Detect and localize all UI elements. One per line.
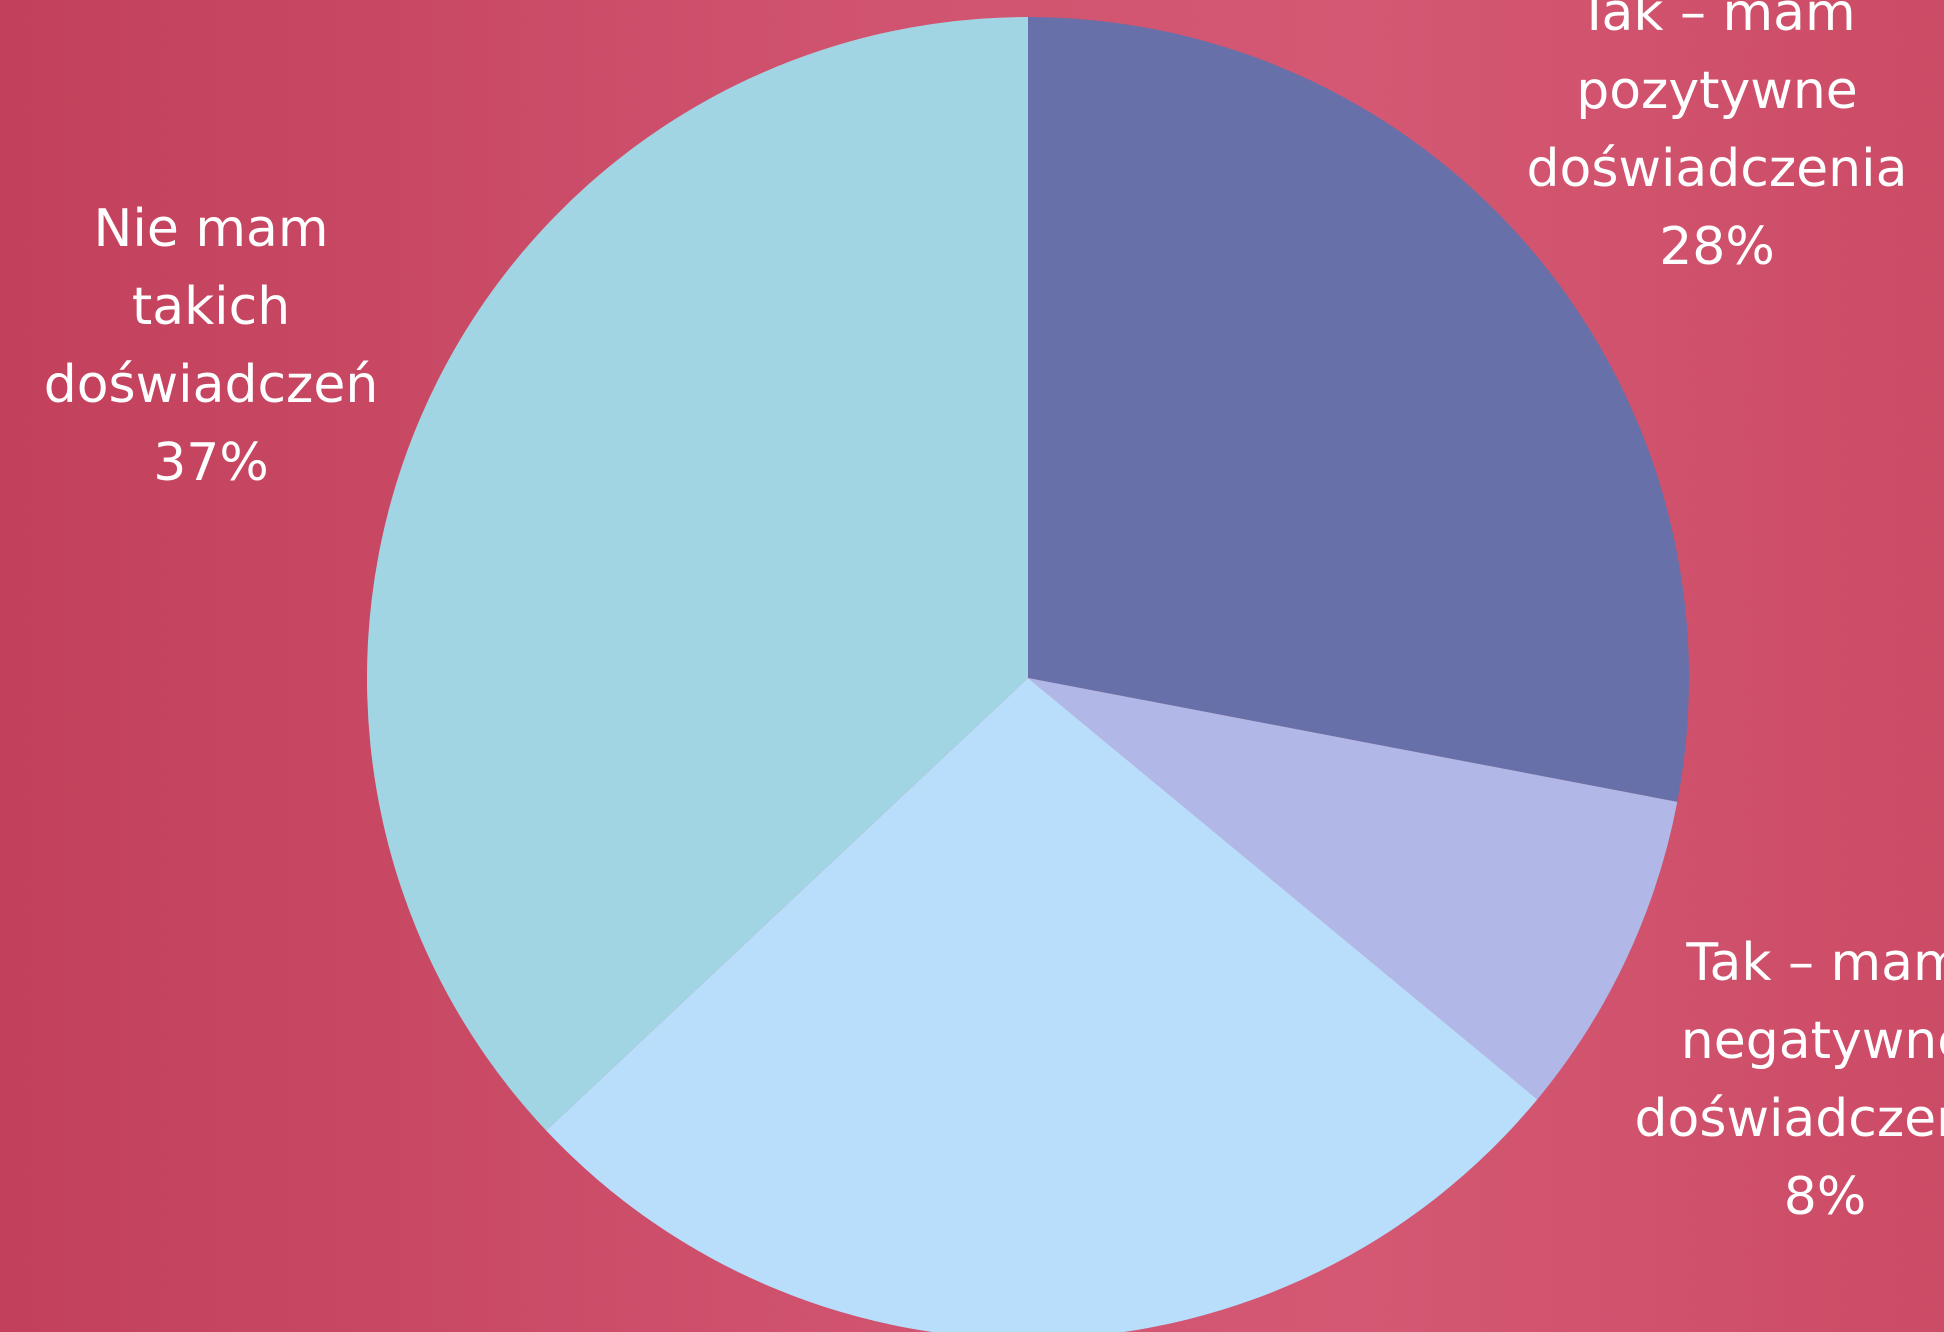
page: (() => { const data = JSON.parse(documen… — [0, 0, 1944, 1332]
value-label: 28% — [1507, 208, 1927, 286]
value-label: 8% — [1615, 1158, 1944, 1236]
category-label: Nie mam takich doświadczeń — [16, 190, 406, 424]
value-label: 37% — [16, 424, 406, 502]
slice-label: Tak – mam negatywne doświadczenia8% — [1615, 924, 1944, 1236]
category-label: Tak – mam pozytywne doświadczenia — [1507, 0, 1927, 208]
category-label: Tak – mam negatywne doświadczenia — [1615, 924, 1944, 1158]
